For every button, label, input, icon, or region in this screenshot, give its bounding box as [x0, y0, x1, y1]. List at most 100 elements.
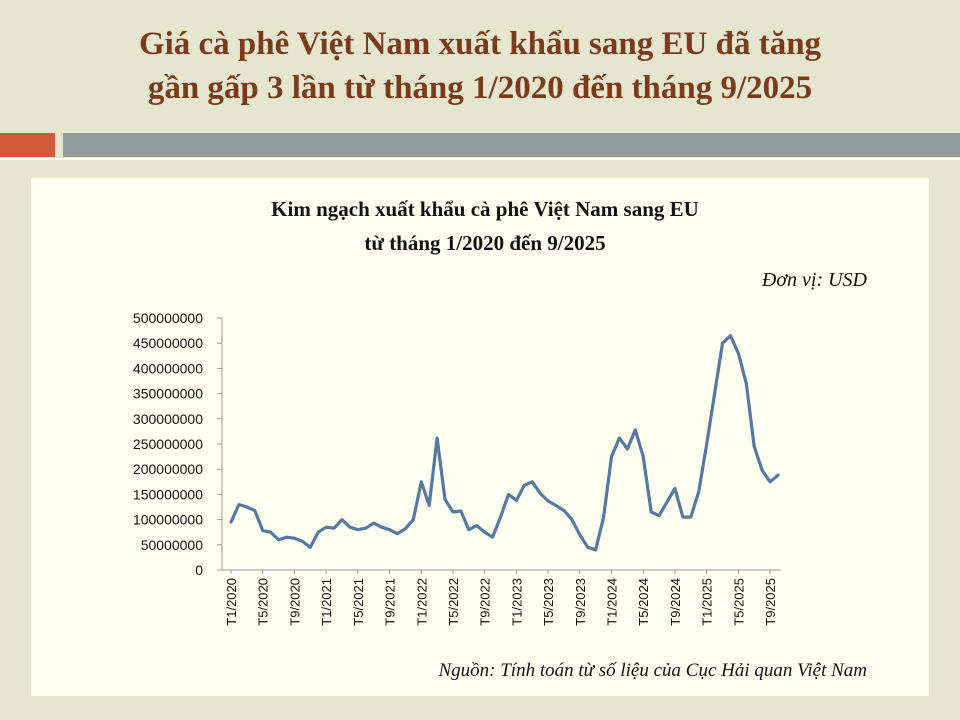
data-point — [689, 515, 692, 519]
data-point — [388, 528, 391, 531]
x-tick-label: T5/2023 — [541, 578, 556, 626]
data-point — [538, 492, 542, 495]
data-point — [515, 499, 518, 502]
data-point — [713, 392, 716, 395]
x-tick-label: T5/2025 — [731, 578, 746, 626]
x-tick-label: T9/2025 — [763, 578, 778, 626]
data-point — [253, 509, 256, 512]
x-tick-label: T5/2020 — [256, 578, 271, 626]
data-point — [435, 436, 439, 440]
y-tick-label: 500000000 — [133, 310, 203, 326]
data-point — [269, 531, 272, 534]
data-point — [245, 505, 249, 509]
x-tick-label: T9/2020 — [287, 578, 302, 626]
data-point — [237, 503, 241, 506]
data-point — [309, 546, 312, 549]
data-point — [531, 480, 534, 483]
x-tick-label: T9/2024 — [668, 578, 683, 626]
data-point — [737, 352, 740, 355]
data-point — [570, 518, 574, 521]
line-chart: Kim ngạch xuất khẩu cà phê Việt Nam sang… — [133, 197, 868, 681]
x-tick-label: T5/2021 — [351, 578, 366, 626]
data-point — [546, 499, 550, 503]
x-tick-label: T1/2021 — [319, 578, 334, 626]
slide-title: Giá cà phê Việt Nam xuất khẩu sang EU đã… — [40, 22, 920, 110]
y-tick-label: 250000000 — [133, 436, 203, 452]
data-point — [721, 342, 724, 345]
x-tick-label: T1/2020 — [224, 578, 239, 626]
x-tick-label: T1/2022 — [414, 578, 429, 626]
data-point — [665, 500, 669, 504]
y-tick-label: 50000000 — [141, 537, 204, 553]
y-tick-label: 350000000 — [133, 386, 203, 402]
data-point — [657, 514, 661, 517]
y-tick-label: 100000000 — [133, 512, 203, 528]
chart-panel: Kim ngạch xuất khẩu cà phê Việt Nam sang… — [31, 178, 929, 696]
data-point — [412, 518, 415, 521]
data-point — [332, 526, 336, 530]
x-tick-label: T1/2024 — [605, 578, 620, 626]
data-point — [396, 532, 399, 535]
series-line — [229, 334, 780, 552]
data-point — [404, 527, 407, 530]
x-tick-group: T1/2020 T5/2020 T9/2020 T1/2021 T5/2021 T9/20… — [224, 570, 778, 626]
y-tick-label: 300000000 — [133, 411, 203, 427]
data-point — [364, 526, 367, 530]
data-point — [285, 536, 288, 539]
data-point — [649, 510, 653, 514]
data-point — [499, 515, 502, 519]
data-point — [697, 490, 700, 494]
slide-title-line-1: Giá cà phê Việt Nam xuất khẩu sang EU đã… — [138, 26, 822, 62]
data-point — [523, 484, 526, 487]
data-point — [626, 447, 629, 451]
chart-subtitle: từ tháng 1/2020 đến 9/2025 — [364, 231, 605, 255]
data-point — [443, 498, 447, 501]
y-tick-label: 0 — [195, 562, 203, 578]
data-point — [380, 525, 383, 529]
data-point — [729, 334, 732, 337]
data-point — [634, 428, 637, 432]
data-point — [681, 515, 685, 519]
divider-line — [0, 158, 960, 160]
data-point — [261, 529, 264, 532]
data-point — [372, 521, 375, 525]
data-point — [420, 480, 423, 483]
data-point — [324, 525, 328, 529]
data-point — [483, 531, 486, 534]
data-point — [610, 455, 613, 458]
data-point — [753, 445, 756, 448]
data-point — [642, 455, 645, 458]
data-point — [475, 524, 478, 527]
y-tick-label: 450000000 — [133, 335, 203, 351]
data-point — [348, 525, 352, 529]
y-tick-label: 150000000 — [133, 486, 203, 502]
slide-title-line-2: gần gấp 3 lần từ tháng 1/2020 đến tháng … — [147, 70, 813, 106]
data-point — [768, 480, 772, 483]
data-point — [594, 548, 597, 552]
data-point — [602, 515, 605, 519]
chart-title: Kim ngạch xuất khẩu cà phê Việt Nam sang… — [271, 197, 699, 221]
data-point — [491, 536, 494, 539]
data-point — [745, 382, 748, 385]
data-point — [451, 510, 455, 514]
data-point — [562, 509, 566, 512]
x-tick-label: T9/2023 — [573, 578, 588, 626]
data-point — [340, 518, 344, 521]
x-tick-label: T9/2021 — [383, 578, 398, 626]
data-point — [317, 531, 320, 534]
data-point — [277, 538, 280, 541]
data-point — [586, 546, 589, 549]
data-point — [673, 487, 677, 490]
data-point — [427, 504, 431, 507]
x-tick-label: T9/2022 — [478, 578, 493, 626]
data-point — [618, 436, 621, 440]
data-point — [578, 533, 582, 536]
data-point — [507, 493, 510, 496]
y-tick-label: 400000000 — [133, 360, 203, 376]
source-note: Nguồn: Tính toán từ số liệu của Cục Hải … — [437, 660, 867, 681]
unit-label: Đơn vị: USD — [761, 269, 868, 291]
x-tick-label: T1/2023 — [509, 578, 524, 626]
y-tick-group: 5000000004500000004000000003500000003000… — [133, 310, 222, 578]
data-point — [459, 509, 463, 513]
data-point — [293, 537, 296, 540]
